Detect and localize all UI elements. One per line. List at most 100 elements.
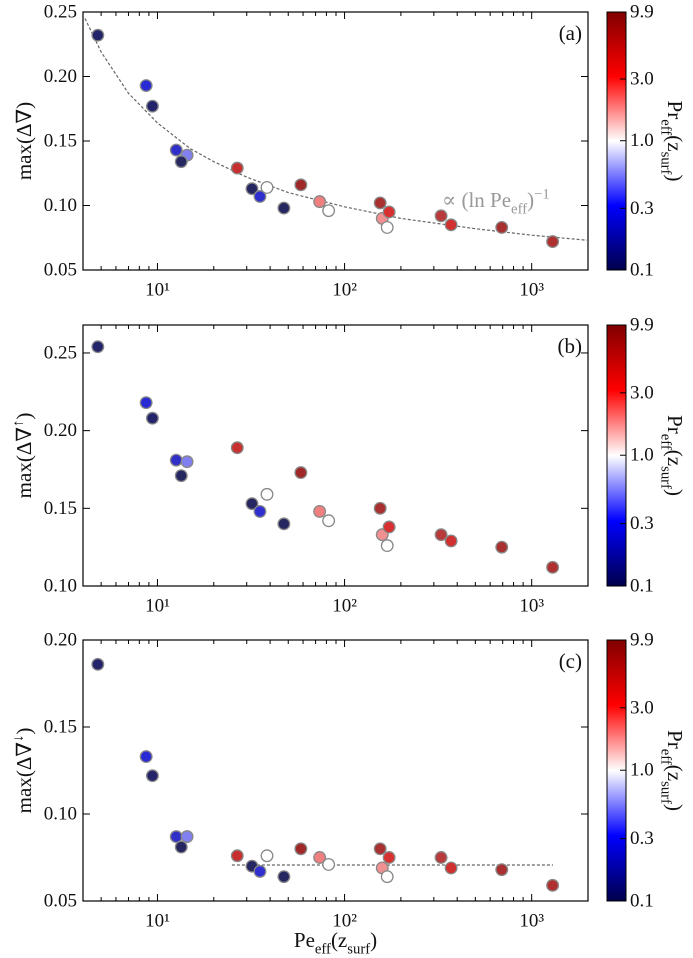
colorbar-tick-label: 1.0	[630, 130, 654, 151]
colorbar-tick-label: 9.9	[630, 630, 654, 651]
text-part: )	[663, 489, 687, 496]
text-part: Pr	[663, 730, 687, 749]
text-part: ∝ (ln Pe	[442, 188, 511, 212]
data-point	[382, 205, 396, 219]
data-point	[174, 155, 188, 169]
data-point	[495, 220, 509, 234]
x-tick-label: 10³	[519, 911, 544, 932]
data-point	[294, 842, 308, 856]
data-point	[139, 750, 153, 764]
colorbar-tick-label: 9.9	[630, 315, 654, 336]
data-point	[373, 196, 387, 210]
data-point	[322, 514, 336, 528]
data-point	[546, 560, 560, 574]
panel-label: (b)	[558, 334, 583, 358]
data-point	[434, 528, 448, 542]
text-part: )	[527, 188, 534, 212]
data-point	[169, 143, 183, 157]
data-point	[380, 220, 394, 234]
y-tick-label: 0.20	[44, 630, 77, 651]
x-tick-label: 10¹	[145, 280, 170, 301]
text-part: eff	[315, 941, 331, 957]
data-point	[139, 79, 153, 92]
colorbar-tick-label: 0.3	[630, 513, 654, 534]
text-part: )	[370, 928, 377, 952]
data-point	[245, 497, 259, 511]
x-tick-label: 10³	[519, 280, 544, 301]
text-part: ↓	[11, 735, 27, 742]
data-point	[380, 539, 394, 553]
plot-frame	[82, 11, 589, 271]
y-tick-label: 0.05	[44, 260, 77, 281]
text-part: )	[12, 102, 36, 109]
plot-frame	[82, 639, 589, 902]
panel-label: (c)	[559, 649, 582, 673]
data-point	[180, 830, 194, 844]
data-point	[444, 534, 458, 548]
y-tick-label: 0.10	[44, 576, 77, 597]
data-point	[230, 441, 244, 455]
colorbar-tick-label: 0.1	[630, 576, 654, 597]
data-point	[277, 517, 291, 531]
colorbar-tick-label: 0.3	[630, 828, 654, 849]
plot-frame	[82, 324, 589, 587]
text-part: max(Δ∇	[12, 109, 36, 180]
data-point	[174, 469, 188, 483]
colorbar-label: Preff(zsurf)	[658, 730, 687, 811]
data-point	[260, 849, 274, 863]
colorbar-tick-label: 3.0	[630, 69, 654, 90]
text-part: )	[12, 728, 36, 735]
x-tick-label: 10²	[332, 280, 357, 301]
colorbar-label: Preff(zsurf)	[658, 101, 687, 182]
y-tick-label: 0.05	[44, 891, 77, 912]
data-point	[294, 466, 308, 480]
colorbar-tick-label: 0.1	[630, 891, 654, 912]
x-tick-label: 10¹	[145, 596, 170, 617]
data-point	[260, 180, 274, 194]
data-point	[230, 161, 244, 175]
text-part: )	[663, 174, 687, 181]
data-point	[277, 201, 291, 215]
annotation: ∝ (ln Peeff)−1	[442, 187, 550, 218]
data-point	[313, 504, 327, 518]
data-point	[180, 455, 194, 469]
data-point	[373, 501, 387, 515]
text-part: ↑	[11, 420, 27, 427]
data-point	[444, 218, 458, 232]
text-part: Pe	[294, 928, 315, 952]
data-point	[260, 487, 274, 501]
y-tick-label: 0.25	[44, 342, 77, 363]
text-part: )	[663, 804, 687, 811]
text-part: (z	[331, 928, 347, 952]
data-point	[145, 411, 159, 425]
text-part: )	[12, 413, 36, 420]
data-point	[380, 870, 394, 884]
y-tick-label: 0.15	[44, 717, 77, 738]
data-point	[444, 861, 458, 875]
data-point	[546, 878, 560, 892]
colorbar-tick-label: 3.0	[630, 697, 654, 718]
data-point	[145, 99, 159, 113]
x-axis-label: Peeff(zsurf)	[294, 928, 377, 957]
text-part: max(Δ∇	[12, 742, 36, 813]
data-point	[313, 851, 327, 864]
text-part: (z	[663, 450, 687, 466]
text-part: max(Δ∇	[12, 427, 36, 498]
data-point	[91, 28, 105, 42]
data-point	[434, 209, 448, 223]
x-tick-label: 10¹	[145, 911, 170, 932]
data-point	[322, 858, 336, 871]
text-part: surf	[658, 781, 674, 804]
data-point	[145, 769, 159, 783]
fit-line	[84, 18, 589, 241]
y-tick-label: 0.10	[44, 195, 77, 216]
text-part: Pr	[663, 101, 687, 120]
text-part: Pr	[663, 415, 687, 434]
y-tick-label: 0.15	[44, 498, 77, 519]
y-tick-label: 0.20	[44, 66, 77, 87]
data-point	[169, 453, 183, 467]
y-axis-label: max(Δ∇)	[12, 102, 36, 180]
y-tick-label: 0.20	[44, 420, 77, 441]
data-point	[313, 195, 327, 209]
